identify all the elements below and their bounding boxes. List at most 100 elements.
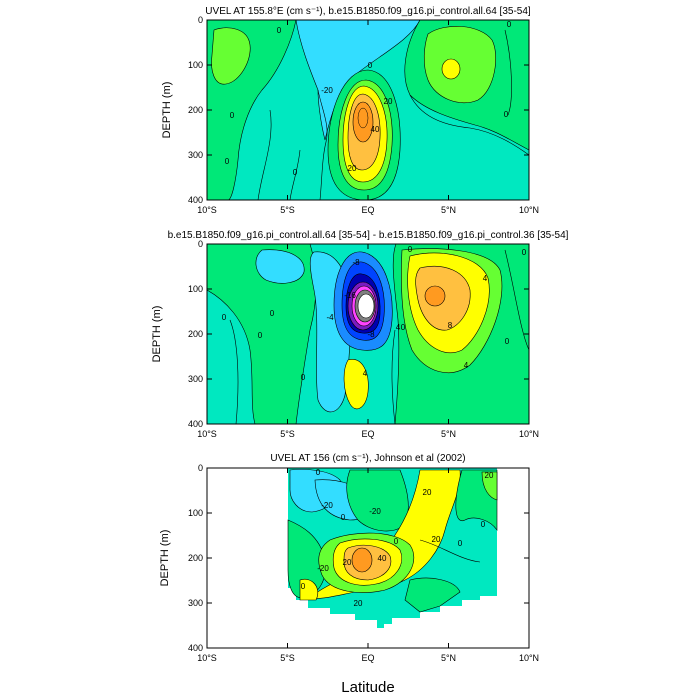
west-lightgreen-pool [211, 27, 251, 85]
y-tick-label: 200 [188, 329, 203, 339]
contour-label: 0 [507, 20, 512, 29]
contour-label: 4 [483, 274, 488, 283]
y-tick-label: 300 [188, 374, 203, 384]
panel-2-title: b.e15.B1850.f09_g16.pi_control.all.64 [3… [168, 230, 569, 241]
east-lightgreen-patch [481, 471, 498, 501]
contour-label: 40 [378, 554, 387, 563]
contour-label: -20 [321, 501, 333, 510]
x-tick-label: EQ [361, 429, 374, 439]
contour-line [289, 149, 301, 200]
contour-line [419, 539, 481, 563]
contour-label: -4 [326, 313, 334, 322]
contour-label: -20 [321, 86, 333, 95]
y-tick-label: 400 [188, 419, 203, 429]
y-tick-label: 100 [188, 508, 203, 518]
contour-line [317, 89, 328, 200]
contour-label: 0 [225, 157, 230, 166]
contour-label: 0 [458, 539, 463, 548]
panel-2-ylabel: DEPTH (m) [151, 306, 163, 363]
y-tick-label: 400 [188, 195, 203, 205]
contour-label: 0 [301, 373, 306, 382]
contour-label: 0 [481, 520, 486, 529]
contour-label: 40 [371, 125, 380, 134]
contour-label: -8 [352, 258, 360, 267]
contour-label: 0 [394, 537, 399, 546]
contour-label: 0 [222, 313, 227, 322]
panel-1-ylabel: DEPTH (m) [161, 82, 173, 139]
y-tick-label: 200 [188, 105, 203, 115]
contour-label: 4 [396, 323, 401, 332]
x-tick-label: EQ [361, 205, 374, 215]
contour-line [257, 109, 272, 200]
contour-label: 20 [354, 599, 363, 608]
deep-yellow-blob [343, 359, 369, 410]
contour-label: 0 [293, 168, 298, 177]
westward-cyan-flow [295, 20, 421, 141]
y-tick-label: 100 [188, 60, 203, 70]
east-lightgreen-pool [423, 25, 497, 104]
y-tick-label: 0 [198, 15, 203, 25]
panel-2-field [207, 244, 529, 424]
x-tick-label: 10°S [197, 205, 217, 215]
contour-label: 4 [363, 369, 368, 378]
contour-label: 20 [485, 471, 494, 480]
contour-label: 0 [277, 26, 282, 35]
contour-label: 0 [258, 331, 263, 340]
west-cyan-patch [255, 249, 305, 284]
x-tick-label: EQ [361, 653, 374, 663]
euc-orange-core [351, 547, 373, 573]
x-tick-label: 10°N [519, 429, 539, 439]
contour-label: -8 [367, 330, 375, 339]
contour-label: 0 [504, 110, 509, 119]
contour-label: 0 [270, 309, 275, 318]
mid-green-band [346, 469, 409, 532]
x-tick-label: 10°N [519, 205, 539, 215]
west-aqua-region [207, 289, 256, 424]
contour-line [504, 29, 512, 116]
x-tick-label: 10°S [197, 429, 217, 439]
y-tick-label: 100 [188, 284, 203, 294]
east-yellow-spot [441, 58, 461, 80]
panel-3-field [207, 468, 529, 648]
contour-label: 4 [464, 361, 469, 370]
contour-label: 20 [348, 164, 357, 173]
euc-inner-core [357, 107, 369, 129]
panel-3: UVEL AT 156 (cm s⁻¹), Johnson et al (200… [159, 453, 539, 663]
contour-line [409, 94, 529, 156]
contour-label: 0 [230, 111, 235, 120]
neg-white-core [357, 293, 375, 319]
x-axis-label: Latitude [341, 679, 394, 696]
x-tick-label: 5°N [441, 205, 456, 215]
contour-line [229, 319, 239, 424]
panel-3-ylabel: DEPTH (m) [159, 530, 171, 587]
contour-label: 20 [423, 488, 432, 497]
contour-line [504, 249, 529, 351]
deep-yellow-patch [299, 578, 319, 601]
contour-label: -20 [317, 564, 329, 573]
x-tick-label: 5°S [280, 653, 295, 663]
x-tick-label: 10°S [197, 653, 217, 663]
contour-label: -16 [344, 291, 356, 300]
contour-label: 20 [432, 535, 441, 544]
contour-label: 0 [368, 61, 373, 70]
contour-label: 0 [316, 468, 321, 477]
panel-1-field [207, 20, 529, 200]
y-tick-label: 400 [188, 643, 203, 653]
contour-label: 0 [522, 248, 527, 257]
y-tick-label: 0 [198, 463, 203, 473]
contour-label: 0 [401, 323, 406, 332]
y-tick-label: 200 [188, 553, 203, 563]
contour-label: 0 [301, 582, 306, 591]
x-tick-label: 5°S [280, 205, 295, 215]
contour-label: 0 [408, 245, 413, 254]
deep-green-patch [404, 577, 461, 613]
y-tick-label: 300 [188, 598, 203, 608]
y-tick-label: 300 [188, 150, 203, 160]
contour-line [391, 329, 396, 424]
east-orange-max [424, 285, 446, 307]
contour-label: 0 [341, 513, 346, 522]
x-tick-label: 5°N [441, 653, 456, 663]
